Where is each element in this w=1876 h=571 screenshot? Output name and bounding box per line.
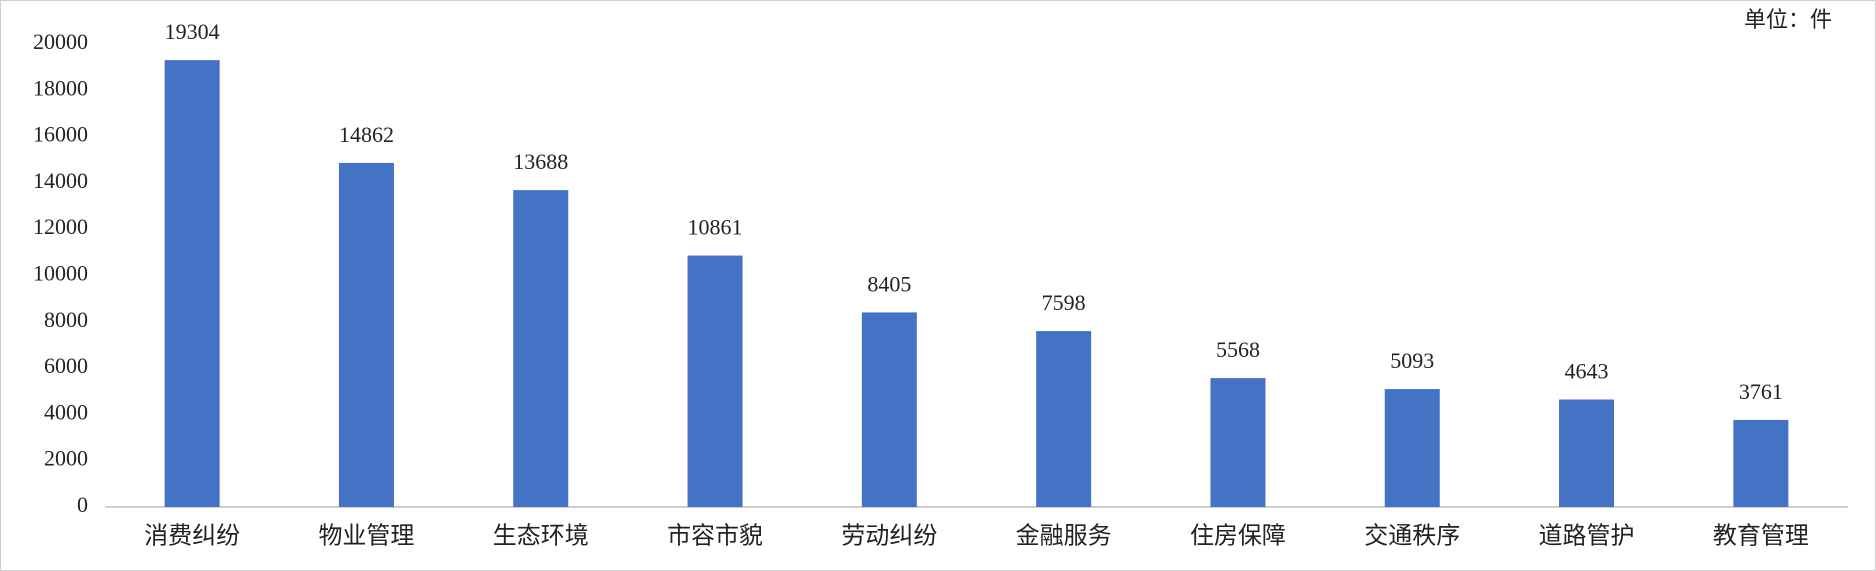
y-tick-label: 12000 (33, 214, 88, 239)
y-tick-label: 10000 (33, 261, 88, 286)
value-label: 10861 (688, 215, 743, 240)
bar (1210, 378, 1266, 507)
x-tick-label: 消费纠纷 (144, 523, 240, 550)
value-label: 5568 (1216, 337, 1260, 362)
value-label: 3761 (1739, 379, 1783, 404)
bar (861, 312, 917, 507)
y-tick-label: 18000 (33, 75, 88, 100)
bar (687, 255, 743, 507)
bar (513, 190, 569, 507)
x-tick-label: 劳动纠纷 (841, 523, 937, 550)
bar (1559, 399, 1615, 507)
x-tick-label: 交通秩序 (1364, 523, 1460, 550)
value-label: 19304 (165, 19, 220, 44)
value-label: 4643 (1565, 359, 1609, 384)
bar (338, 162, 394, 507)
unit-label: 单位：件 (1744, 7, 1832, 32)
value-label: 13688 (513, 149, 568, 174)
value-label: 7598 (1042, 290, 1086, 315)
x-tick-label: 市容市貌 (667, 523, 763, 550)
bar (1036, 331, 1092, 507)
y-tick-label: 14000 (33, 168, 88, 193)
x-tick-label: 金融服务 (1016, 523, 1112, 550)
y-tick-label: 6000 (44, 353, 88, 378)
x-tick-label: 物业管理 (318, 523, 414, 550)
y-tick-label: 20000 (33, 29, 88, 54)
y-tick-label: 16000 (33, 122, 88, 147)
y-tick-label: 0 (77, 492, 88, 517)
x-tick-label: 道路管护 (1539, 523, 1635, 550)
y-tick-label: 2000 (44, 446, 88, 471)
bar (164, 60, 220, 508)
x-tick-label: 住房保障 (1190, 523, 1286, 550)
bar (1384, 389, 1440, 507)
bar (1733, 419, 1789, 507)
value-label: 8405 (867, 271, 911, 296)
y-tick-label: 8000 (44, 307, 88, 332)
y-tick-label: 4000 (44, 399, 88, 424)
x-tick-label: 生态环境 (493, 523, 589, 550)
value-label: 14862 (339, 122, 394, 147)
x-tick-label: 教育管理 (1713, 523, 1809, 550)
value-label: 5093 (1390, 348, 1434, 373)
